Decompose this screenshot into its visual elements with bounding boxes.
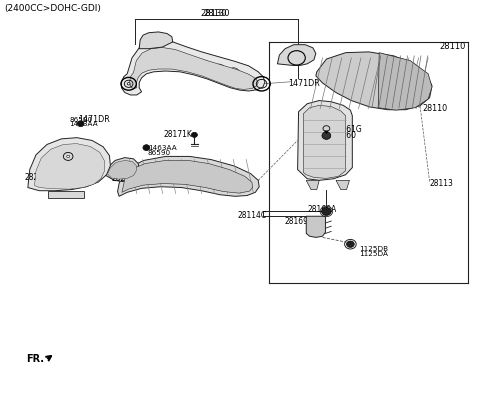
Polygon shape: [108, 160, 136, 179]
Text: 1471DR: 1471DR: [78, 115, 109, 124]
Polygon shape: [121, 40, 265, 95]
Text: 28113: 28113: [430, 179, 454, 188]
Polygon shape: [378, 53, 432, 110]
Circle shape: [192, 132, 197, 137]
Circle shape: [143, 145, 150, 150]
Polygon shape: [105, 158, 139, 182]
Text: 86590: 86590: [70, 117, 93, 123]
Polygon shape: [306, 180, 319, 190]
Circle shape: [322, 132, 331, 139]
Polygon shape: [303, 105, 346, 178]
Text: 28114C: 28114C: [238, 211, 267, 220]
Polygon shape: [306, 216, 325, 237]
Polygon shape: [130, 47, 258, 89]
Circle shape: [322, 207, 331, 215]
Polygon shape: [324, 131, 328, 134]
Text: 28160A: 28160A: [307, 205, 336, 213]
Polygon shape: [48, 191, 84, 198]
Text: 1463AA: 1463AA: [70, 121, 98, 128]
Circle shape: [77, 121, 84, 126]
Polygon shape: [35, 144, 105, 189]
Text: (2400CC>DOHC-GDI): (2400CC>DOHC-GDI): [4, 4, 101, 13]
Text: 1125DA: 1125DA: [359, 251, 388, 257]
Text: 1463AA: 1463AA: [148, 145, 177, 152]
Text: 28212F: 28212F: [111, 174, 140, 183]
Text: 1471DR: 1471DR: [288, 79, 320, 88]
Circle shape: [67, 155, 70, 158]
Polygon shape: [28, 138, 110, 191]
Text: 28130: 28130: [203, 9, 230, 18]
Text: 28210: 28210: [209, 176, 233, 185]
Text: 28213A: 28213A: [25, 173, 54, 182]
Text: 86590: 86590: [148, 150, 171, 156]
Circle shape: [347, 241, 354, 247]
Polygon shape: [336, 180, 349, 190]
Text: 28160: 28160: [332, 131, 356, 140]
Polygon shape: [118, 156, 259, 196]
Text: FR.: FR.: [26, 354, 44, 364]
Text: 28115L: 28115L: [307, 137, 336, 146]
Text: 28169: 28169: [284, 217, 308, 226]
Polygon shape: [316, 52, 432, 110]
Polygon shape: [277, 45, 316, 65]
Text: 28110: 28110: [422, 104, 447, 113]
Text: 28110: 28110: [440, 42, 466, 51]
Polygon shape: [139, 32, 173, 49]
Polygon shape: [298, 101, 352, 180]
Text: 1125DB: 1125DB: [359, 246, 388, 253]
Text: 28130: 28130: [200, 10, 227, 18]
Circle shape: [127, 83, 130, 85]
Polygon shape: [122, 160, 252, 193]
Text: 28161G: 28161G: [332, 125, 362, 134]
Text: 28171K: 28171K: [163, 130, 192, 139]
